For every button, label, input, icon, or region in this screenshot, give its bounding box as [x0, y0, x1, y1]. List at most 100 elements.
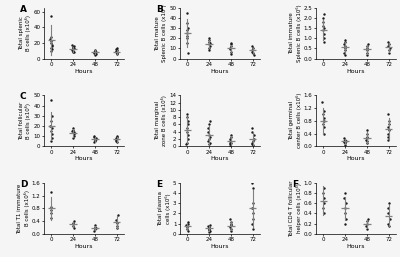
Y-axis label: Total splenic
B cells (x10⁶): Total splenic B cells (x10⁶): [19, 15, 32, 51]
Point: [227, 142, 233, 146]
Point: [48, 211, 54, 215]
Point: [342, 143, 348, 147]
Text: E: E: [156, 180, 162, 189]
Point: [320, 12, 327, 16]
Point: [321, 32, 327, 36]
Point: [228, 41, 234, 45]
Point: [250, 212, 256, 216]
Point: [206, 141, 213, 145]
Point: [70, 50, 77, 54]
Point: [206, 135, 213, 139]
Point: [364, 217, 371, 221]
Point: [320, 24, 326, 28]
Point: [385, 222, 392, 226]
Y-axis label: Total marginal
zone B cells (x10⁶): Total marginal zone B cells (x10⁶): [155, 95, 168, 146]
Point: [343, 140, 349, 144]
Point: [364, 222, 370, 226]
Point: [114, 47, 120, 51]
Point: [249, 181, 256, 185]
Point: [320, 28, 326, 32]
X-axis label: Hours: Hours: [75, 156, 93, 161]
Point: [250, 133, 257, 137]
Text: C: C: [20, 92, 27, 101]
Point: [249, 222, 255, 226]
Point: [206, 41, 213, 45]
X-axis label: Hours: Hours: [211, 69, 229, 74]
Point: [206, 226, 212, 230]
Point: [48, 47, 55, 51]
Point: [205, 126, 212, 130]
Point: [184, 130, 190, 134]
Point: [250, 50, 256, 54]
Point: [114, 135, 120, 139]
Point: [320, 112, 327, 116]
Point: [48, 35, 54, 39]
X-axis label: Hours: Hours: [211, 244, 229, 249]
Point: [91, 50, 98, 54]
Point: [92, 53, 98, 57]
Point: [113, 47, 120, 51]
Point: [320, 186, 327, 190]
Point: [48, 132, 55, 136]
Y-axis label: Total follicular
B cells (x10⁶): Total follicular B cells (x10⁶): [19, 102, 32, 140]
Point: [385, 112, 391, 116]
Point: [386, 48, 392, 52]
Point: [364, 128, 370, 132]
Point: [228, 135, 234, 139]
Point: [91, 134, 98, 138]
Point: [71, 225, 77, 230]
Point: [114, 52, 120, 56]
Point: [227, 139, 234, 143]
Point: [92, 50, 99, 54]
Point: [385, 125, 391, 129]
Point: [114, 221, 120, 225]
Point: [48, 139, 54, 143]
Point: [363, 132, 370, 136]
Point: [227, 47, 233, 51]
Point: [184, 31, 190, 35]
Point: [227, 143, 233, 148]
Point: [206, 38, 212, 42]
Point: [385, 135, 391, 139]
Point: [69, 46, 76, 50]
Point: [386, 217, 393, 221]
Point: [185, 133, 191, 137]
Point: [113, 139, 119, 143]
Point: [47, 37, 54, 41]
Point: [70, 50, 77, 54]
Point: [206, 225, 212, 229]
Point: [341, 136, 348, 140]
Point: [250, 139, 256, 143]
Point: [364, 48, 370, 52]
Point: [185, 119, 191, 123]
Point: [342, 48, 348, 52]
Y-axis label: Total mature
Splenic B cells (x10⁶): Total mature Splenic B cells (x10⁶): [155, 4, 168, 62]
Point: [184, 115, 190, 119]
Point: [342, 44, 348, 49]
Point: [228, 44, 234, 49]
Point: [206, 230, 212, 234]
Point: [92, 137, 99, 141]
Point: [47, 124, 54, 128]
Point: [228, 222, 235, 226]
Point: [321, 26, 327, 30]
Text: F: F: [292, 180, 298, 189]
Point: [184, 41, 190, 45]
Point: [321, 125, 327, 129]
Point: [206, 122, 212, 126]
Point: [48, 205, 54, 209]
Point: [184, 21, 190, 25]
Point: [70, 221, 76, 225]
Point: [206, 36, 212, 40]
Point: [249, 142, 255, 146]
Point: [91, 135, 98, 139]
X-axis label: Hours: Hours: [347, 244, 365, 249]
Point: [70, 128, 76, 132]
Text: B: B: [156, 5, 163, 14]
Point: [321, 36, 327, 40]
Point: [92, 51, 98, 55]
Point: [228, 229, 234, 233]
Point: [385, 138, 391, 142]
Point: [342, 212, 348, 216]
Point: [48, 129, 54, 133]
